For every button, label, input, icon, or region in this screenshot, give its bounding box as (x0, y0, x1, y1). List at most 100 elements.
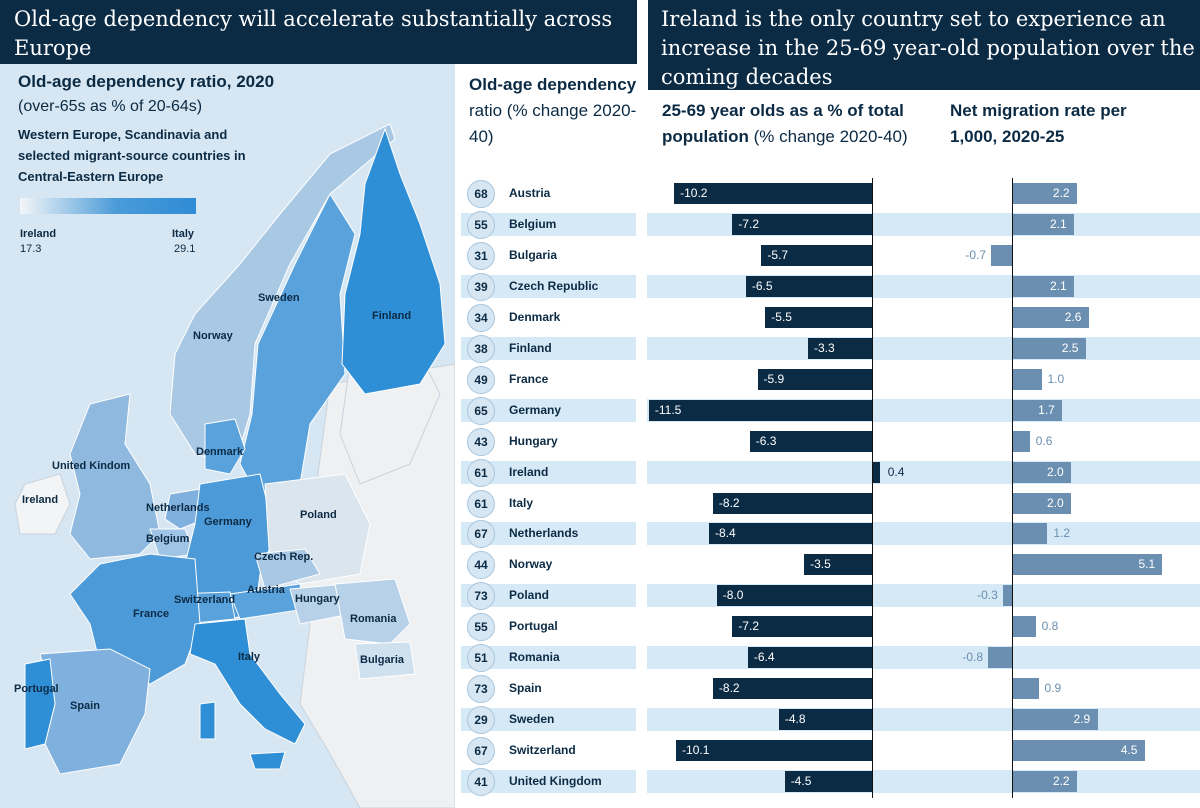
migration-label: 5.1 (1138, 557, 1156, 572)
row-band (461, 708, 636, 732)
workforce-bar (674, 183, 872, 204)
dependency-header-normal: ratio (% change 2020-40) (469, 101, 637, 146)
map-label-finland: Finland (372, 310, 412, 322)
map-label-norway: Norway (193, 330, 233, 342)
map-title: Old-age dependency ratio, 2020 (18, 72, 275, 91)
workforce-label: -5.9 (763, 371, 785, 386)
dependency-column-header: Old-age dependency ratio (% change 2020-… (469, 72, 639, 150)
workforce-bar (784, 771, 872, 793)
map-country-netherlands (164, 488, 206, 530)
dependency-circle: 38 (467, 334, 495, 363)
row-band (1012, 646, 1200, 670)
workforce-bar (757, 368, 872, 390)
map-country-romania (334, 578, 411, 645)
workforce-label: -8.2 (718, 495, 740, 510)
migration-bar (1012, 616, 1036, 638)
workforce-bar (716, 585, 872, 607)
migration-bar (988, 647, 1012, 669)
scale-max-value: 29.1 (174, 243, 196, 255)
workforce-label: -6.4 (753, 650, 775, 665)
dependency-circle: 49 (467, 365, 495, 394)
workforce-label: 0.4 (887, 464, 905, 479)
map-subtitle: (over-65s as % of 20-64s) (18, 98, 203, 115)
map-label-romania: Romania (350, 613, 397, 625)
country-name: Romania (509, 650, 560, 665)
migration-bar (1012, 709, 1098, 731)
workforce-zero-axis (872, 178, 873, 798)
chart-area: 68 Austria -10.2 2.2 55 Belgium -7.2 2.1 31 Bulga… (455, 178, 1200, 808)
migration-label: 4.5 (1120, 743, 1138, 758)
map-country-ireland (14, 473, 71, 535)
workforce-label: -4.5 (790, 774, 812, 789)
dependency-circle: 65 (467, 396, 495, 425)
map-label-uk: United Kindom (52, 460, 131, 472)
dependency-circle: 29 (467, 706, 495, 735)
migration-label: 1.7 (1038, 402, 1055, 417)
map-country-denmark (204, 418, 246, 475)
dependency-circle: 39 (467, 272, 495, 301)
workforce-label: -7.2 (738, 216, 759, 231)
country-name: Austria (509, 186, 551, 200)
workforce-bar (749, 430, 872, 452)
map-label-portugal: Portugal (14, 683, 59, 695)
workforce-bar (745, 275, 872, 297)
country-name: France (509, 371, 549, 386)
migration-bar (1012, 368, 1042, 390)
migration-label: -0.3 (977, 588, 998, 603)
right-title: Ireland is the only country set to exper… (661, 7, 1195, 89)
migration-label: -0.7 (965, 247, 987, 262)
migration-bar (1012, 430, 1030, 452)
workforce-label: -8.0 (722, 588, 744, 603)
migration-bar (1012, 678, 1039, 700)
dependency-circle: 67 (467, 737, 495, 766)
migration-bar (1012, 492, 1071, 514)
migration-bar (991, 244, 1012, 266)
migration-label: 2.2 (1052, 186, 1070, 200)
dependency-circle: 68 (467, 180, 495, 208)
migration-column-header: Net migration rate per 1,000, 2020-25 (950, 101, 1127, 146)
left-title: Old-age dependency will accelerate subst… (14, 7, 613, 60)
map-label-spain: Spain (70, 700, 100, 712)
map-label-germany: Germany (204, 516, 252, 528)
map-label-ireland: Ireland (22, 494, 59, 506)
workforce-bar (765, 306, 872, 328)
country-name: Ireland (509, 464, 549, 479)
migration-bar (1012, 771, 1077, 793)
country-name: Hungary (509, 433, 558, 448)
map-label-bulgaria: Bulgaria (360, 654, 405, 666)
map-label-france: France (133, 608, 170, 620)
country-name: Germany (509, 402, 562, 417)
country-name: Spain (509, 681, 542, 696)
map-island-sardinia (199, 701, 216, 740)
row-band (1012, 522, 1200, 546)
map-description: Western Europe, Scandinavia and selected… (18, 127, 246, 184)
workforce-bar (761, 244, 872, 266)
migration-label: 1.2 (1053, 526, 1071, 541)
workforce-label: -3.3 (813, 340, 835, 355)
country-name: Switzerland (509, 743, 576, 758)
migration-label: 0.9 (1044, 681, 1062, 696)
scale-min-value: 17.3 (20, 243, 42, 255)
map-label-sweden: Sweden (258, 292, 300, 304)
map-country-italy (189, 618, 306, 745)
dependency-circle: 73 (467, 675, 495, 704)
workforce-label: -6.5 (751, 278, 773, 293)
row-band (461, 522, 636, 546)
dependency-circle: 55 (467, 613, 495, 642)
migration-bar (1012, 306, 1089, 328)
dependency-circle: 41 (467, 768, 495, 797)
country-name: United Kingdom (509, 774, 602, 789)
workforce-bar (732, 213, 872, 235)
dependency-circle: 44 (467, 551, 495, 580)
map-label-denmark: Denmark (196, 446, 244, 458)
dependency-circle: 55 (467, 210, 495, 239)
workforce-bar (732, 616, 872, 638)
map-label-hungary: Hungary (295, 593, 340, 605)
migration-label: 2.5 (1061, 340, 1079, 355)
row-band (461, 212, 636, 236)
workforce-bar (712, 492, 872, 514)
migration-bar (1012, 337, 1086, 359)
migration-zero-axis (1012, 178, 1013, 798)
country-name: Poland (509, 588, 550, 603)
row-band (461, 336, 636, 360)
